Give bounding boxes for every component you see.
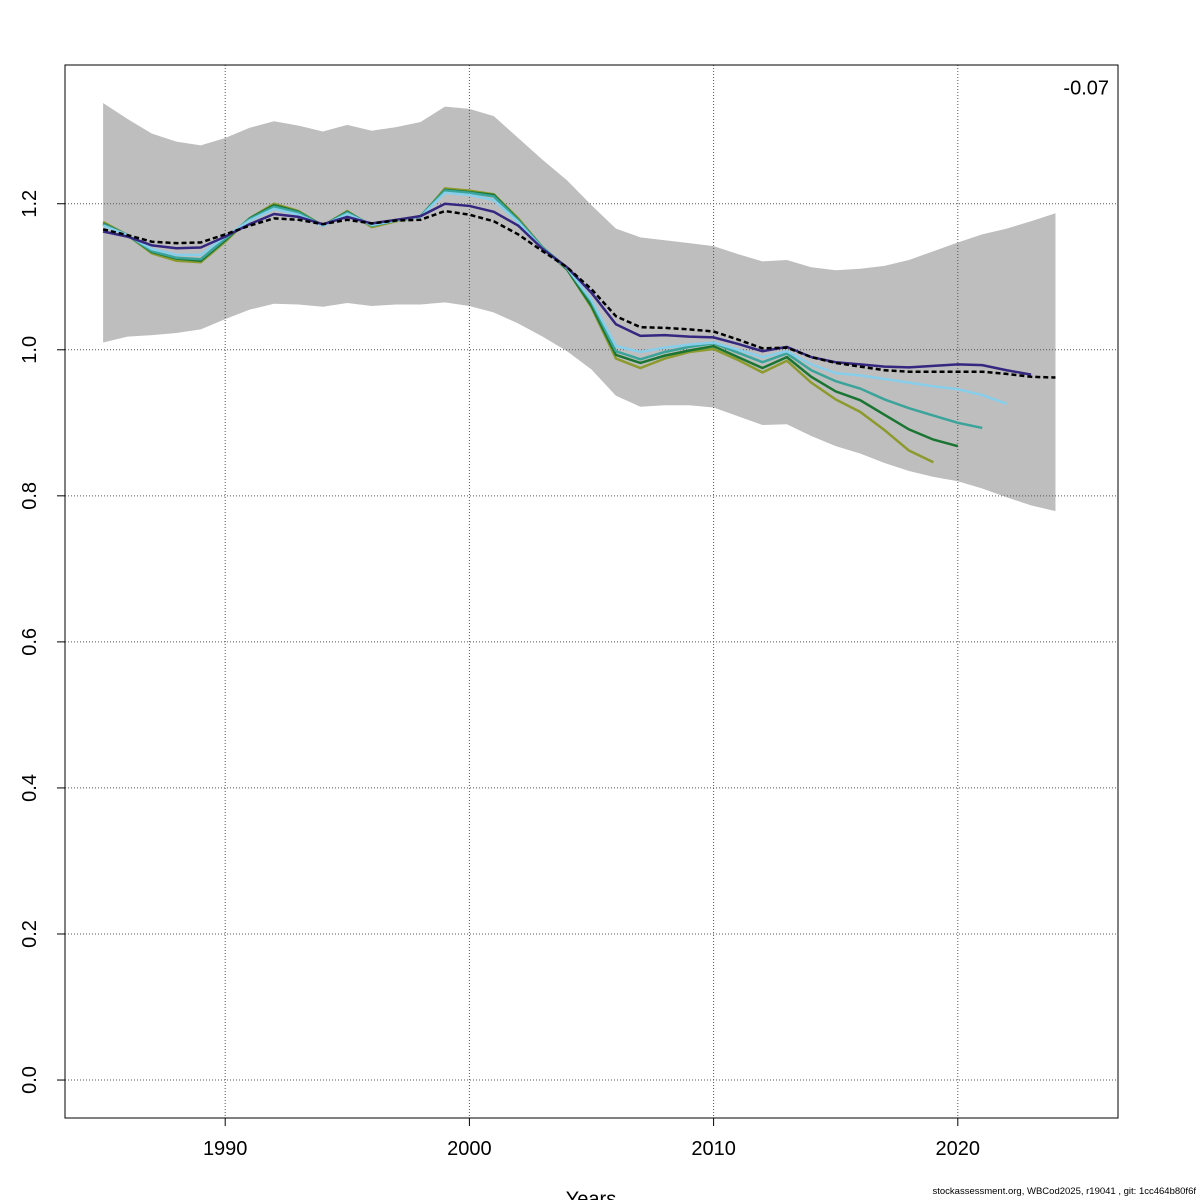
plot-frame <box>64 64 1119 1119</box>
y-tick-label: 0.2 <box>19 920 41 948</box>
x-tick-label: 2020 <box>936 1138 981 1160</box>
y-tick-label: 1.2 <box>19 190 41 218</box>
y-tick-label: 1.0 <box>19 336 41 364</box>
y-tick-label: 0.8 <box>19 482 41 510</box>
y-tick-label: 0.4 <box>19 774 41 802</box>
y-tick-label: 0.6 <box>19 628 41 656</box>
annotation: -0.07 <box>1063 77 1109 99</box>
y-tick-label: 0.0 <box>19 1066 41 1094</box>
x-tick-label: 2000 <box>447 1138 492 1160</box>
series-line <box>102 209 1056 379</box>
x-tick-label: 2010 <box>691 1138 736 1160</box>
confidence-band <box>103 102 1056 512</box>
x-axis-label: Years <box>566 1189 616 1200</box>
footer: stockassessment.org, WBCod2025, r19041 ,… <box>932 1186 1196 1197</box>
series-line <box>102 202 1032 376</box>
x-tick-label: 1990 <box>203 1138 248 1160</box>
